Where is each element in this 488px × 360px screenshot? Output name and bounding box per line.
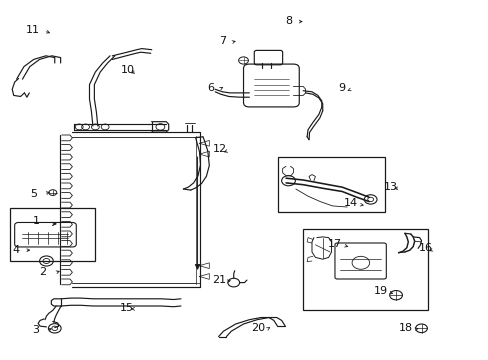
Text: 7: 7	[219, 36, 225, 46]
Text: 12: 12	[213, 144, 226, 154]
Bar	[277, 157, 385, 212]
Text: 17: 17	[327, 239, 341, 249]
Text: 2: 2	[40, 267, 46, 277]
Text: 3: 3	[32, 325, 39, 336]
Text: 6: 6	[206, 83, 213, 93]
Text: 1: 1	[33, 216, 40, 226]
Text: 11: 11	[26, 24, 40, 35]
Text: 20: 20	[251, 323, 264, 333]
Bar	[303, 229, 427, 310]
Text: 15: 15	[120, 303, 134, 313]
Text: 4: 4	[12, 245, 19, 255]
Text: 8: 8	[285, 16, 291, 26]
Text: 19: 19	[373, 286, 386, 296]
Text: 5: 5	[30, 189, 37, 199]
Text: 16: 16	[418, 243, 431, 253]
Text: 18: 18	[398, 323, 412, 333]
Text: 13: 13	[384, 182, 397, 192]
Text: 9: 9	[338, 83, 345, 93]
Text: 21: 21	[212, 275, 225, 285]
Bar	[10, 208, 95, 261]
Text: 14: 14	[344, 198, 357, 208]
Text: 10: 10	[121, 65, 135, 75]
